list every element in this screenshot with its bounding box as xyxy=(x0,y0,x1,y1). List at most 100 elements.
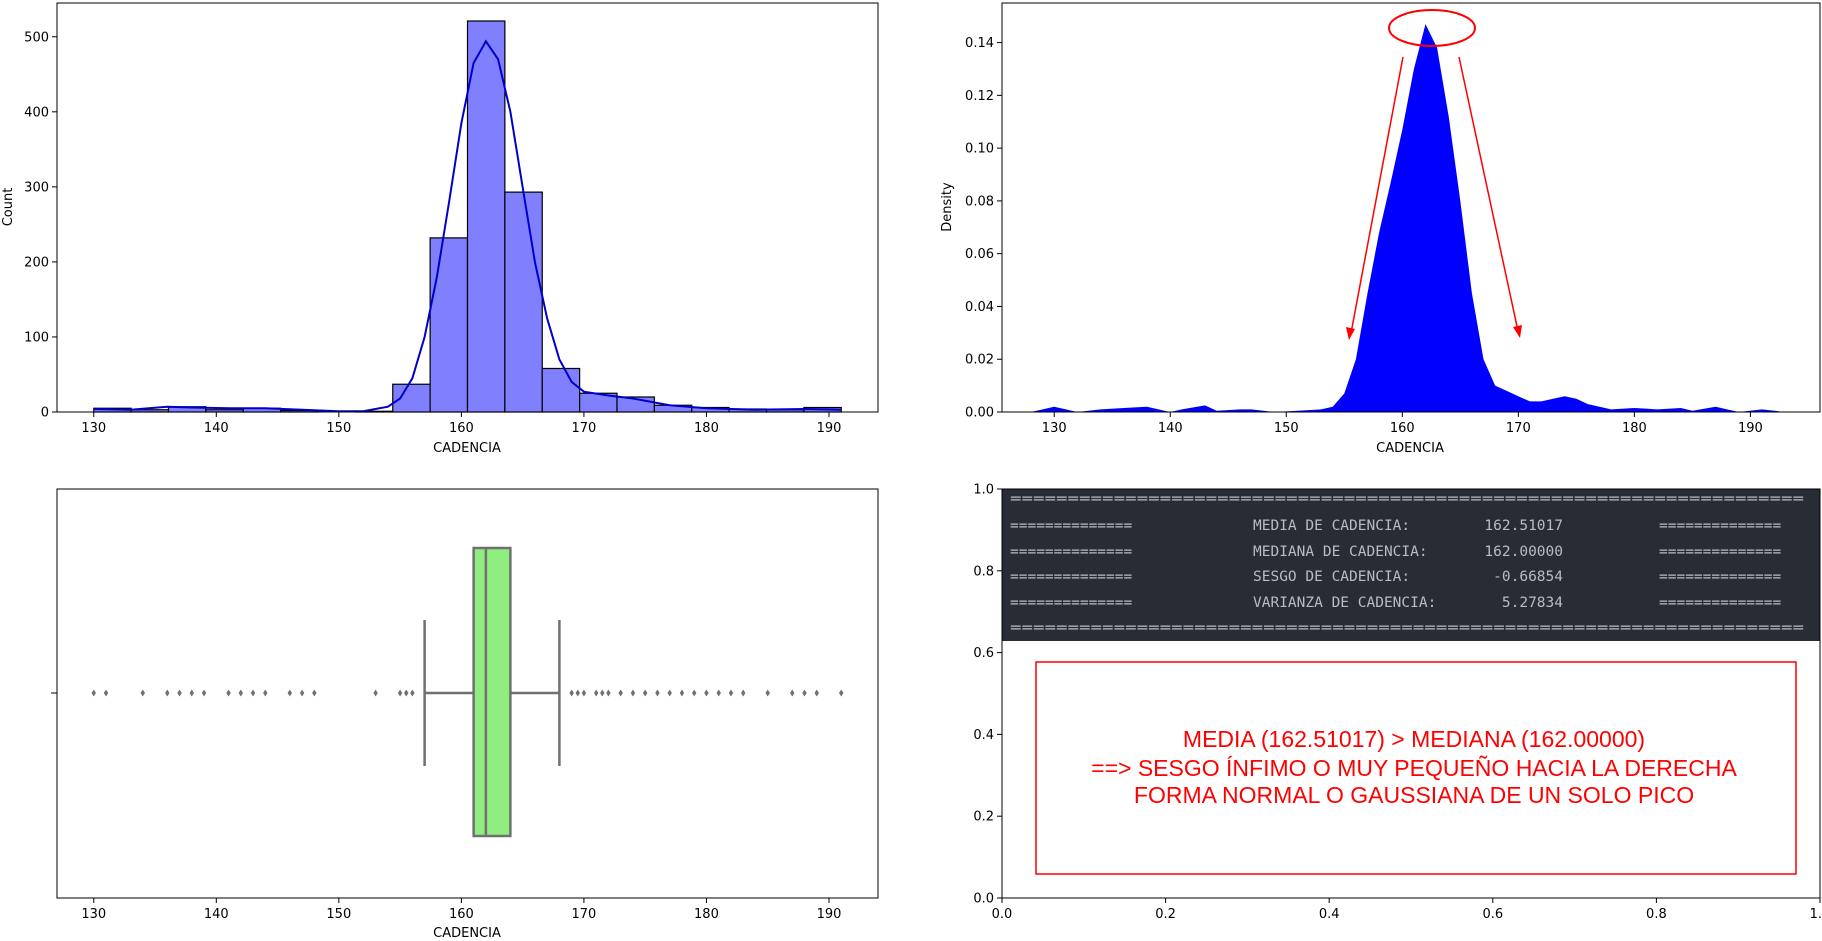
density-y-label: Density xyxy=(940,182,955,232)
histogram-y-tick-label: 400 xyxy=(24,105,49,120)
stats-separator-bottom: ========================================… xyxy=(1010,620,1804,636)
stats-x-ticks: 0.0 0.2 0.4 0.6 0.8 1.0 xyxy=(992,898,1822,922)
density-x-tick-label: 160 xyxy=(1390,421,1415,436)
density-y-tick-label: 0.04 xyxy=(965,300,994,315)
histogram-x-tick-label: 180 xyxy=(694,421,719,436)
boxplot-outlier xyxy=(741,689,746,697)
boxplot-outlier xyxy=(728,689,734,697)
histogram-bar xyxy=(541,367,581,413)
density-y-tick-label: 0.06 xyxy=(965,247,994,262)
density-x-tick-label: 150 xyxy=(1274,421,1299,436)
boxplot-outlier xyxy=(410,689,415,697)
boxplot-outlier xyxy=(397,689,403,697)
boxplot-outlier xyxy=(679,689,685,697)
histogram-panel: 130 140 150 160 170 180 190 0 100 200 300 400 500 C… xyxy=(1,2,879,456)
boxplot-panel: 130 140 150 160 170 180 190 CADENCIA xyxy=(51,488,879,941)
stats-axes-frame xyxy=(1001,488,1821,899)
boxplot-outlier xyxy=(287,689,293,697)
stats-panel: ============== ============== ============… xyxy=(973,483,1822,923)
boxplot-outlier xyxy=(581,689,587,697)
arrow-right-head xyxy=(1513,325,1522,338)
density-y-tick-label: 0.08 xyxy=(965,194,994,209)
boxplot-outlier xyxy=(201,689,207,697)
histogram-y-tick-label: 300 xyxy=(24,180,49,195)
density-x-tick-label: 190 xyxy=(1738,421,1763,436)
stats-y-tick-label: 0.2 xyxy=(973,810,994,825)
density-y-tick-label: 0.02 xyxy=(965,353,994,368)
histogram-y-tick-label: 500 xyxy=(24,30,49,45)
boxplot-outlier xyxy=(404,689,409,697)
boxplot-outlier xyxy=(140,689,145,697)
boxplot-x-tick-label: 180 xyxy=(694,907,719,922)
boxplot-outlier xyxy=(91,689,96,697)
density-x-tick-label: 130 xyxy=(1042,421,1067,436)
density-y-tick-label: 0.10 xyxy=(965,142,994,157)
note-box xyxy=(1035,661,1797,875)
stats-row-1-label: MEDIA DE CADENCIA: xyxy=(1253,518,1410,534)
stats-y-tick-label: 1.0 xyxy=(973,483,994,498)
arrow-right-line xyxy=(1458,56,1519,332)
boxplot-outliers xyxy=(91,689,844,697)
density-x-tick-label: 180 xyxy=(1622,421,1647,436)
stats-x-tick-label: 0.4 xyxy=(1319,907,1340,922)
histogram-bar xyxy=(429,237,469,413)
boxplot-outlier xyxy=(691,689,697,697)
histogram-bar xyxy=(504,191,543,413)
histogram-x-tick-label: 160 xyxy=(449,421,474,436)
stats-y-ticks: 0.0 0.2 0.4 0.6 0.8 1.0 xyxy=(973,483,1002,907)
stats-row-3-value: -0.66854 xyxy=(1493,569,1563,585)
boxplot-outlier xyxy=(642,689,648,697)
histogram-bar xyxy=(392,383,431,413)
density-panel: 130 140 150 160 170 180 190 0.000.020.040.060.… xyxy=(940,2,1821,456)
arrow-left-head xyxy=(1346,327,1355,340)
density-x-tick-label: 170 xyxy=(1506,421,1531,436)
density-y-tick-label: 0.12 xyxy=(965,89,994,104)
stats-y-tick-label: 0.6 xyxy=(973,646,994,661)
note-line-3: FORMA NORMAL O GAUSSIANA DE UN SOLO PICO xyxy=(1134,782,1694,808)
density-x-ticks: 130 140 150 160 170 180 190 xyxy=(1042,412,1763,436)
stats-x-tick-label: 0.2 xyxy=(1155,907,1176,922)
histogram-x-tick-label: 190 xyxy=(817,421,842,436)
histogram-x-tick-label: 150 xyxy=(326,421,351,436)
stats-row-3-pad-left: ============== xyxy=(1010,569,1132,585)
note-line-2: ==> SESGO ÍNFIMO O MUY PEQUEÑO HACIA LA … xyxy=(1091,755,1737,781)
boxplot-outlier xyxy=(716,689,721,697)
boxplot-x-tick-label: 170 xyxy=(571,907,596,922)
boxplot-x-label: CADENCIA xyxy=(433,926,501,941)
density-x-tick-label: 140 xyxy=(1158,421,1183,436)
stats-row-4-pad-left: ============== xyxy=(1010,595,1132,611)
histogram-x-tick-label: 140 xyxy=(204,421,229,436)
stats-row-2-value: 162.00000 xyxy=(1484,544,1563,560)
stats-row-2-pad-right: ============== xyxy=(1659,544,1781,560)
stats-y-tick-label: 0.8 xyxy=(973,564,994,579)
histogram-axes-frame xyxy=(56,2,879,413)
stats-row-3-label: SESGO DE CADENCIA: xyxy=(1253,569,1410,585)
density-y-ticks: 0.00 0.02 0.04 0.06 0.08 0.10 0.12 0.14 xyxy=(965,36,1002,421)
stats-x-tick-label: 0.8 xyxy=(1646,907,1667,922)
stats-row-4-label: VARIANZA DE CADENCIA: xyxy=(1253,595,1436,611)
boxplot-x-ticks: 130 140 150 160 170 180 190 xyxy=(81,898,841,922)
boxplot-outlier xyxy=(765,689,770,697)
histogram-y-tick-label: 200 xyxy=(24,255,49,270)
boxplot-outlier xyxy=(575,689,580,697)
stats-row-2-label: MEDIANA DE CADENCIA: xyxy=(1253,544,1428,560)
boxplot-x-tick-label: 130 xyxy=(81,907,106,922)
density-axes-frame xyxy=(1001,2,1821,413)
stats-x-tick-label: 0.6 xyxy=(1482,907,1503,922)
stats-row-4-pad-right: ============== xyxy=(1659,595,1781,611)
boxplot-outlier xyxy=(103,689,109,697)
boxplot-x-tick-label: 140 xyxy=(204,907,229,922)
boxplot-outlier xyxy=(667,689,672,697)
histogram-x-label: CADENCIA xyxy=(433,441,501,456)
boxplot-outlier xyxy=(165,689,170,697)
boxplot-outlier xyxy=(299,689,305,697)
histogram-bars xyxy=(93,20,842,413)
boxplot-outlier xyxy=(814,689,819,697)
boxplot-outlier xyxy=(655,689,660,697)
boxplot-x-tick-label: 150 xyxy=(326,907,351,922)
boxplot-outlier xyxy=(189,689,194,697)
histogram-x-ticks: 130 140 150 160 170 180 190 xyxy=(81,412,841,436)
stats-x-tick-label: 0.0 xyxy=(992,907,1013,922)
boxplot-outlier xyxy=(373,689,378,697)
